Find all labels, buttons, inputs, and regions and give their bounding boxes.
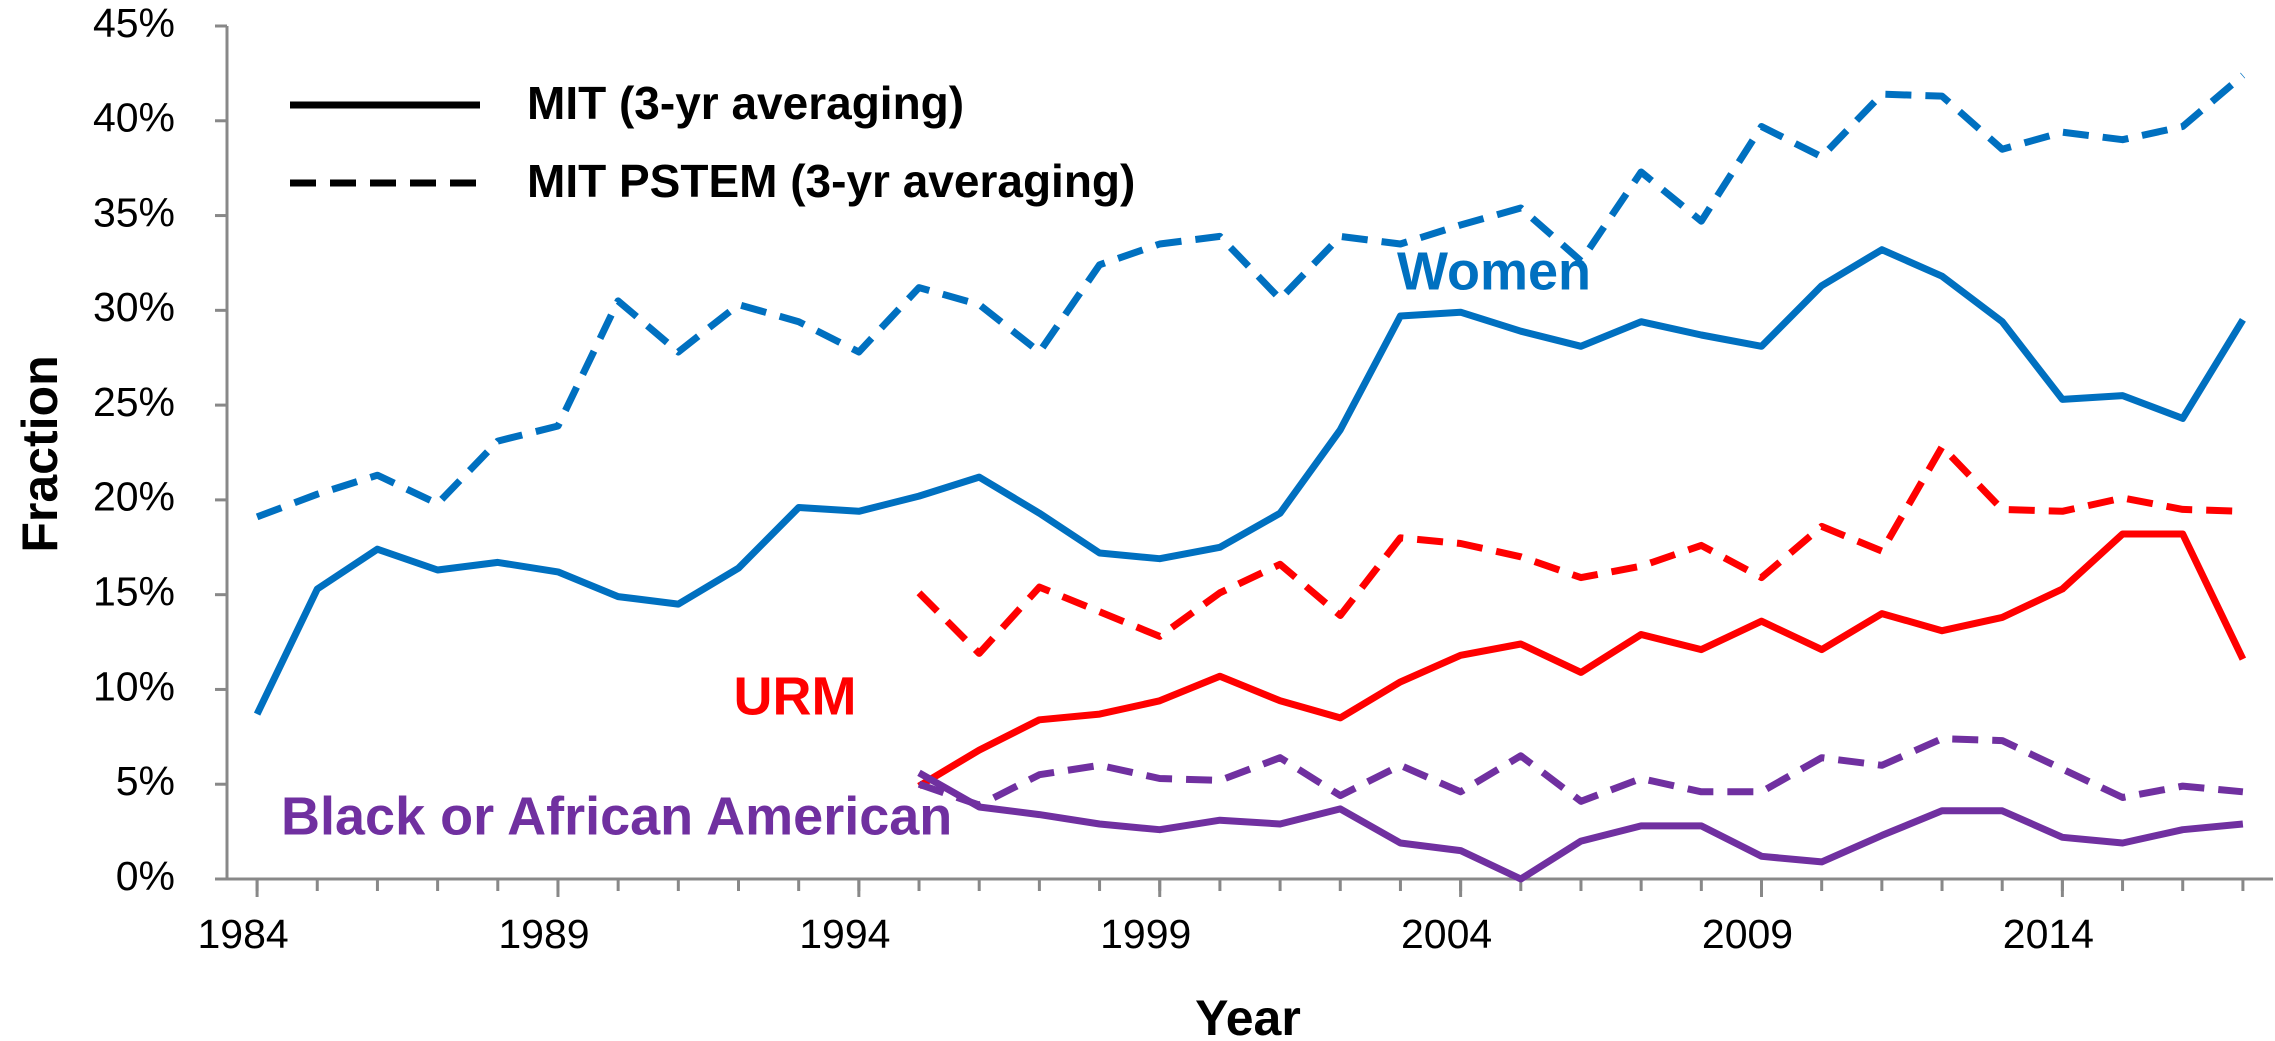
series-line <box>255 72 2246 521</box>
x-tick-label: 1999 <box>1100 911 1191 957</box>
y-tick-label: 25% <box>93 379 175 425</box>
x-tick-label: 2009 <box>1702 911 1793 957</box>
group-label: URM <box>734 666 857 726</box>
legend-label: MIT PSTEM (3-yr averaging) <box>527 155 1135 207</box>
series-line <box>917 530 2247 790</box>
y-tick-label: 10% <box>93 663 175 709</box>
x-tick-label: 2004 <box>1401 911 1492 957</box>
x-tick-label: 2014 <box>2003 911 2094 957</box>
y-tick-label: 40% <box>93 95 175 141</box>
x-tick-label: 1984 <box>197 911 288 957</box>
x-tick-label: 1994 <box>799 911 890 957</box>
series-line <box>917 769 2244 883</box>
y-axis-title: Fraction <box>12 355 68 552</box>
y-tick-label: 5% <box>116 758 175 804</box>
group-label: Women <box>1397 241 1591 301</box>
series-line <box>917 735 2244 809</box>
series-line <box>253 246 2246 716</box>
x-tick-label: 1989 <box>498 911 589 957</box>
y-tick-label: 15% <box>93 568 175 614</box>
y-tick-label: 35% <box>93 189 175 235</box>
y-tick-label: 30% <box>93 284 175 330</box>
group-label: Black or African American <box>281 786 952 846</box>
x-axis-title: Year <box>1195 990 1301 1041</box>
series-line <box>916 443 2244 657</box>
y-tick-label: 45% <box>93 0 175 46</box>
y-tick-label: 20% <box>93 474 175 520</box>
legend-label: MIT (3-yr averaging) <box>527 77 964 129</box>
y-tick-label: 0% <box>116 853 175 899</box>
